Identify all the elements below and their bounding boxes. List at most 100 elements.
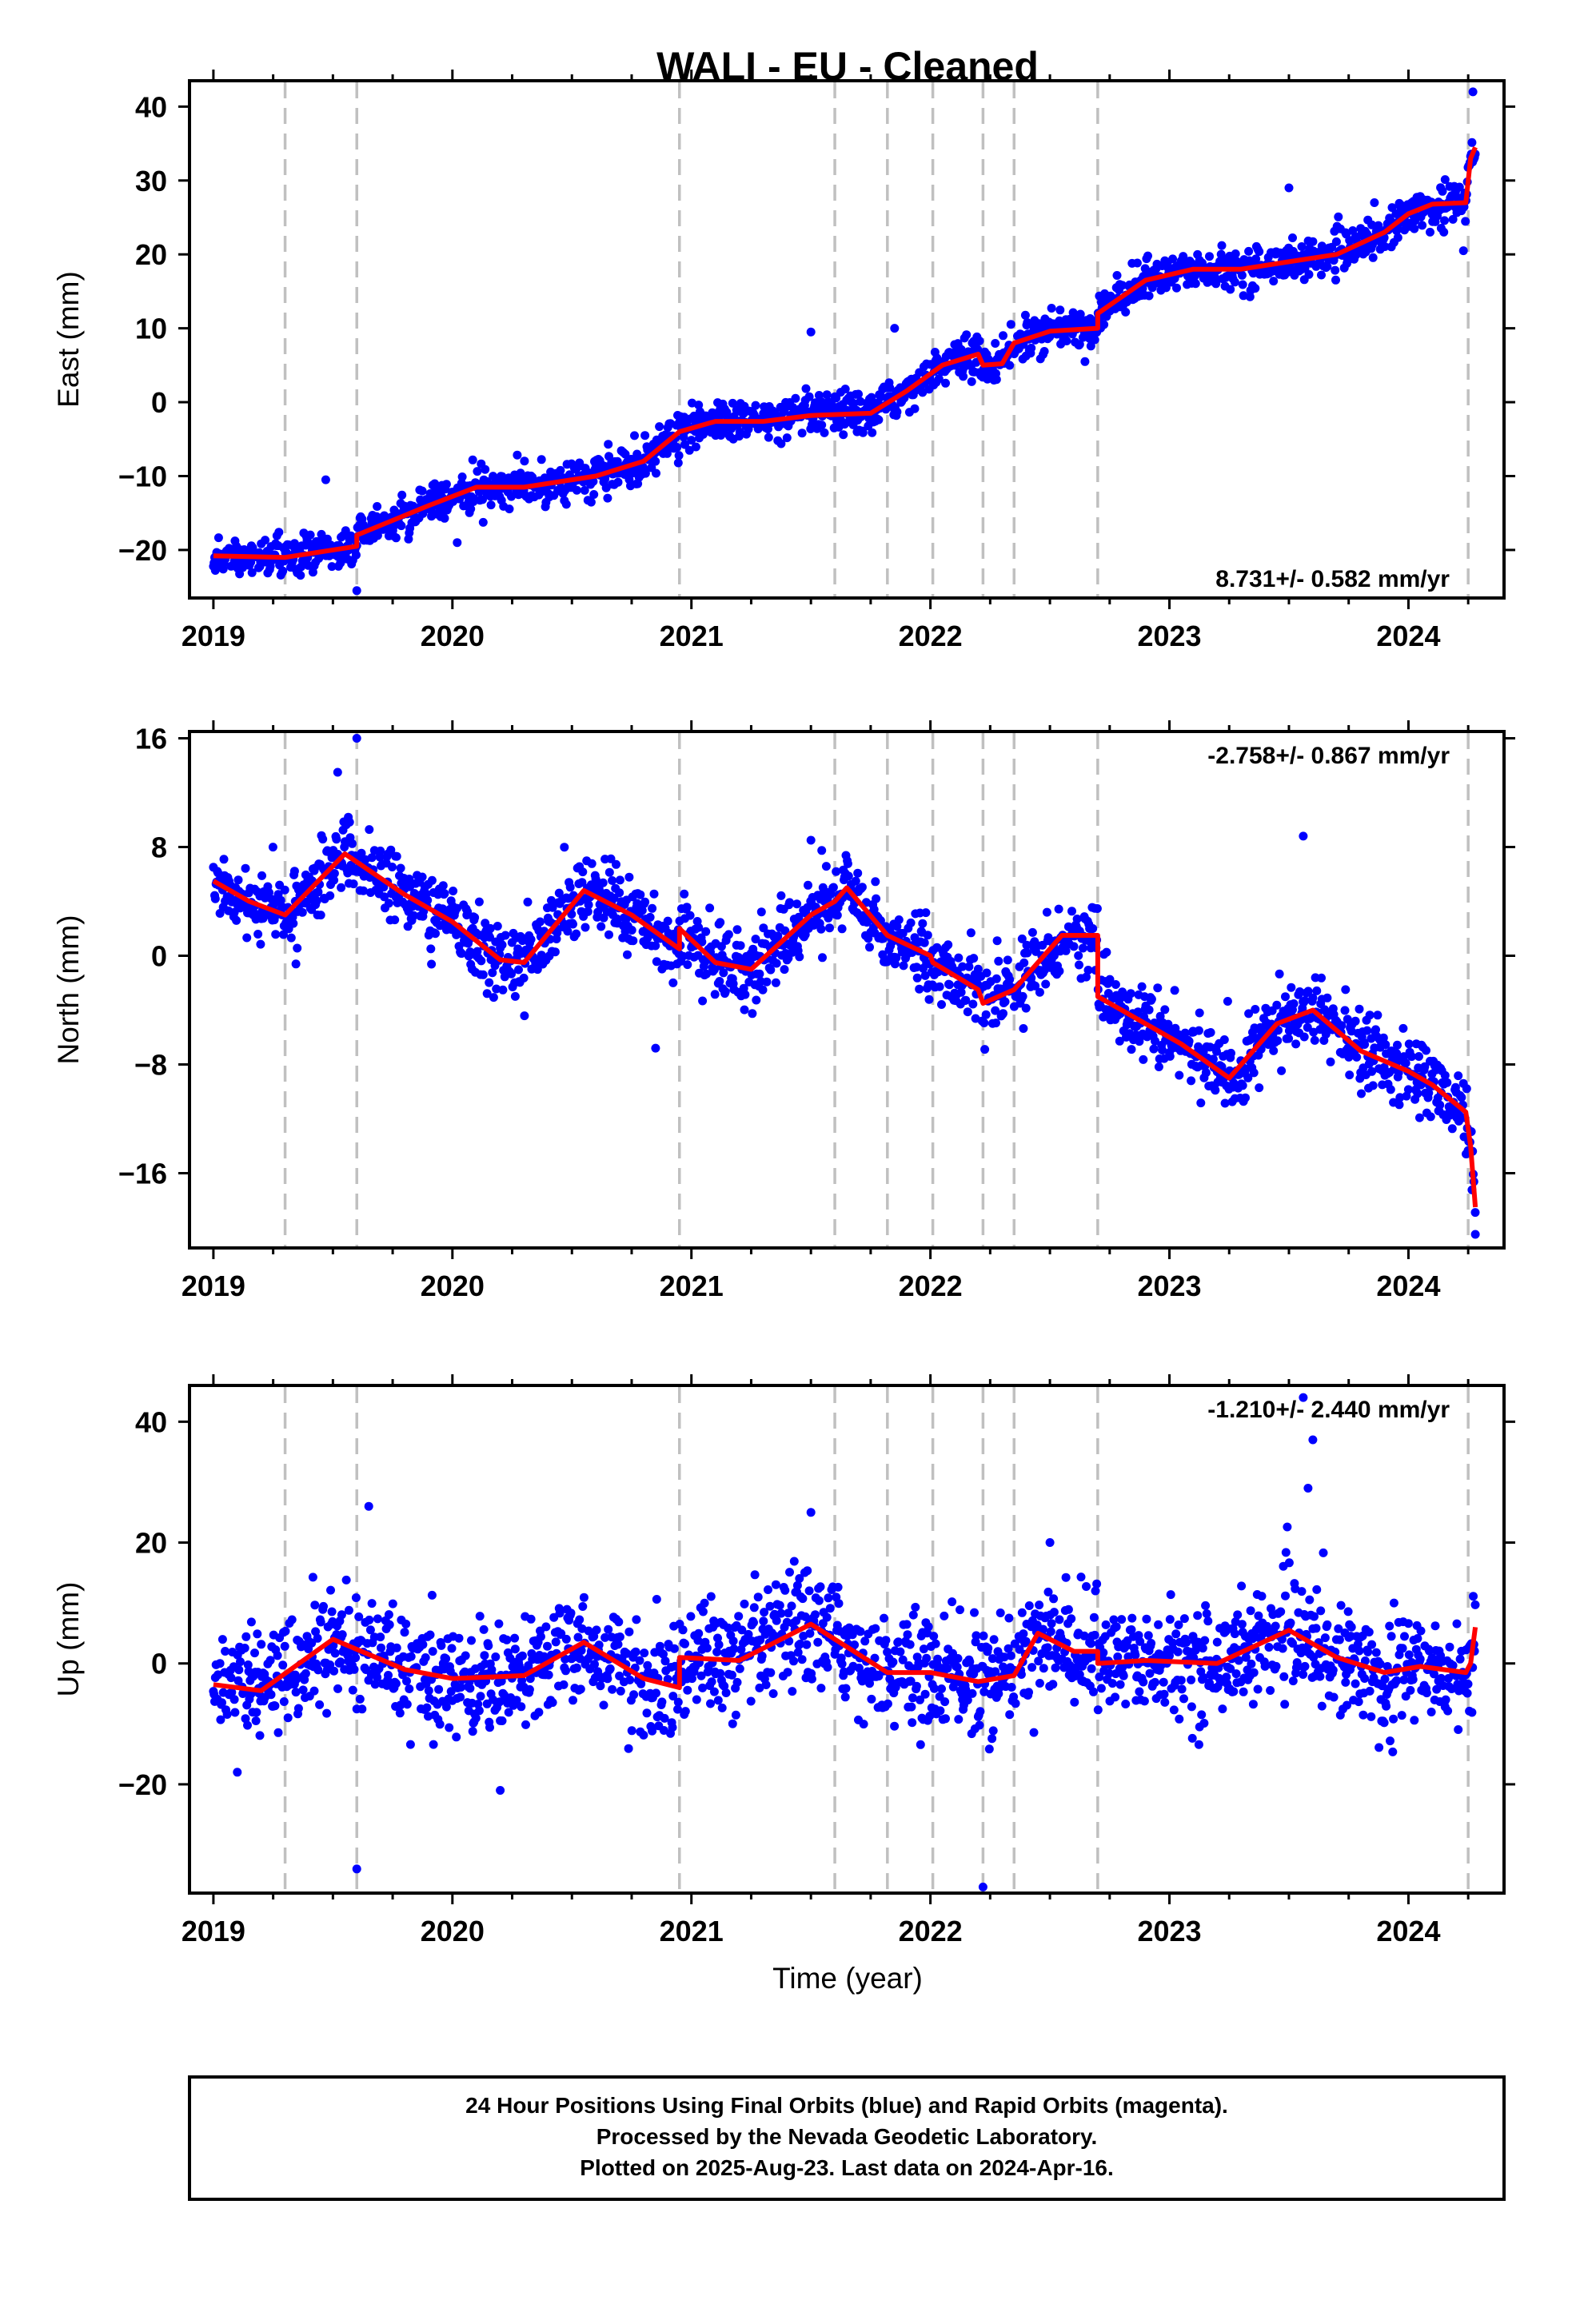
data-point [562, 1635, 571, 1644]
data-point [1171, 986, 1179, 995]
data-point [401, 1620, 410, 1628]
x-tick-label: 2019 [182, 620, 245, 652]
data-point [293, 944, 301, 953]
data-point [1022, 1004, 1031, 1013]
data-point [1102, 1620, 1111, 1629]
data-point [1070, 1698, 1079, 1707]
data-point [445, 1724, 453, 1732]
data-point [467, 1636, 476, 1645]
data-point [234, 875, 243, 884]
data-point [1193, 1611, 1202, 1620]
data-point [795, 952, 804, 961]
data-point [816, 1582, 825, 1591]
data-point [921, 1690, 930, 1699]
y-tick-label: −8 [134, 1049, 167, 1082]
data-point [365, 1616, 373, 1624]
data-point [1394, 233, 1402, 242]
data-point [298, 908, 307, 917]
data-point [783, 433, 792, 442]
data-point [1147, 1639, 1155, 1648]
data-point [728, 1720, 737, 1728]
data-point [834, 1583, 843, 1592]
data-point [477, 956, 485, 965]
data-point [643, 1708, 652, 1717]
data-point [426, 1631, 435, 1640]
data-point [724, 930, 733, 939]
data-point [880, 1614, 888, 1623]
data-point [218, 1635, 227, 1644]
data-point [1019, 959, 1028, 967]
data-point [566, 883, 575, 891]
data-point [1127, 989, 1135, 998]
data-point [1019, 992, 1027, 1001]
data-point [999, 331, 1007, 340]
data-point [924, 931, 932, 939]
data-point [1332, 237, 1341, 246]
data-point [294, 1704, 303, 1713]
data-point [1211, 1086, 1219, 1094]
data-point [589, 490, 598, 499]
data-point [614, 1640, 623, 1648]
data-point [287, 934, 296, 943]
data-point [668, 979, 677, 987]
data-point [736, 941, 745, 950]
data-point [1145, 1006, 1154, 1015]
data-point [214, 533, 223, 542]
data-point [1139, 1678, 1147, 1687]
data-point [465, 1684, 474, 1692]
data-point [527, 935, 536, 944]
data-point [871, 1624, 880, 1633]
data-point [501, 931, 510, 940]
data-point [1145, 292, 1154, 301]
data-point [1459, 246, 1468, 255]
data-point [844, 859, 852, 868]
data-point [567, 1608, 576, 1617]
data-point [1199, 1719, 1208, 1728]
data-point [397, 864, 405, 873]
data-point [356, 1695, 365, 1704]
y-tick-label: 16 [135, 723, 167, 755]
data-point [322, 1709, 331, 1718]
data-point [604, 1625, 612, 1634]
data-point [1218, 1704, 1227, 1713]
data-point [1099, 1648, 1107, 1657]
data-point [721, 987, 730, 996]
data-point [1091, 1631, 1099, 1640]
data-point [892, 408, 901, 417]
data-point [988, 1734, 996, 1743]
data-point [274, 1728, 283, 1737]
data-point [1070, 942, 1079, 951]
data-point [421, 1653, 430, 1662]
y-tick-label: 10 [135, 313, 167, 345]
data-point [1187, 1676, 1195, 1684]
data-point [243, 1721, 252, 1730]
data-point [722, 1688, 731, 1697]
data-point [829, 883, 838, 892]
data-point [425, 1686, 433, 1695]
data-point [401, 1628, 409, 1636]
data-point [818, 953, 827, 962]
data-point [1220, 1035, 1229, 1044]
data-point [844, 871, 853, 880]
data-point [999, 1009, 1007, 1018]
data-point [640, 1648, 648, 1657]
data-point [918, 919, 927, 928]
data-point [393, 1644, 401, 1652]
data-point [790, 1557, 799, 1566]
data-point [345, 1606, 353, 1615]
data-point [426, 944, 435, 953]
data-point [469, 1727, 477, 1736]
data-point [551, 947, 560, 956]
data-point [816, 1684, 825, 1692]
data-point [941, 1714, 950, 1723]
data-point [481, 465, 489, 474]
data-point [1135, 1688, 1143, 1696]
data-point [860, 1720, 868, 1728]
data-point [776, 891, 785, 900]
data-point [357, 1704, 366, 1713]
data-point [436, 1720, 445, 1728]
data-point [1439, 228, 1448, 237]
data-point [534, 1708, 543, 1716]
data-point [252, 1708, 261, 1716]
data-point [815, 1597, 824, 1605]
